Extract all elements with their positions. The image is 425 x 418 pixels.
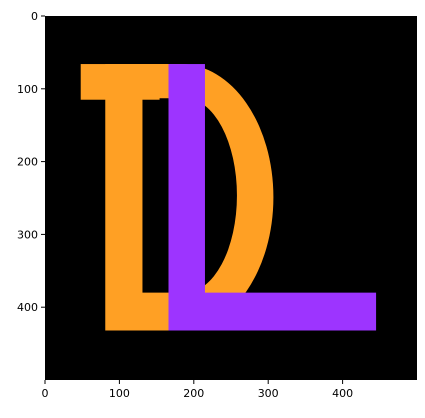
x-tick-label: 200	[183, 387, 204, 400]
y-tick-label: 200	[17, 156, 38, 169]
x-tick-label: 100	[109, 387, 130, 400]
letter-l-bar	[168, 292, 377, 331]
x-tick-label: 300	[258, 387, 279, 400]
y-axis: 0 100 200 300 400	[17, 10, 45, 314]
y-tick-label: 0	[31, 10, 38, 23]
letter-d	[80, 64, 274, 331]
axes-frame	[45, 16, 417, 380]
y-tick-label: 400	[17, 301, 38, 314]
x-axis: 0 100 200 300 400	[42, 380, 353, 400]
y-tick-label: 100	[17, 83, 38, 96]
letter-l	[168, 64, 377, 331]
letter-d-bowl	[105, 64, 274, 331]
x-tick-label: 0	[42, 387, 49, 400]
letter-l-stem	[168, 64, 205, 331]
x-tick-label: 400	[332, 387, 353, 400]
y-tick-label: 300	[17, 228, 38, 241]
